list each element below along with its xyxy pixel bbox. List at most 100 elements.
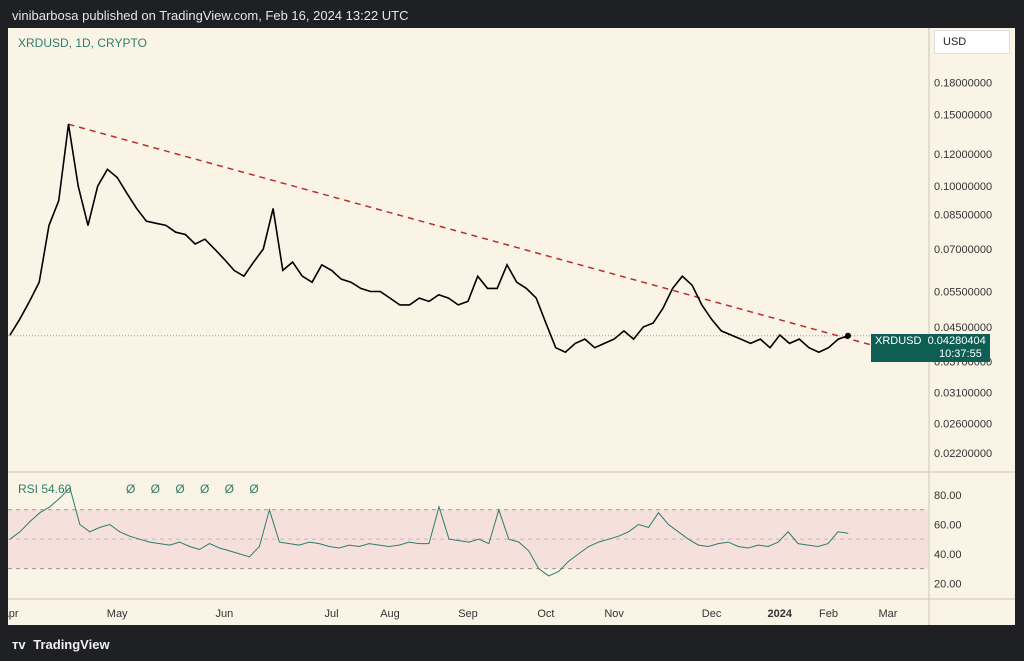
- price-point: [711, 318, 713, 320]
- rsi-point: [418, 543, 420, 544]
- rsi-point: [668, 524, 669, 525]
- price-point: [233, 269, 235, 271]
- price-point: [535, 297, 537, 299]
- rsi-point: [787, 531, 789, 533]
- rsi-point: [99, 527, 101, 528]
- price-tag-countdown: 10:37:55: [939, 348, 982, 360]
- price-axis-tick: 0.10000000: [934, 181, 992, 193]
- rsi-point: [89, 531, 91, 533]
- price-point: [740, 338, 742, 340]
- price-point: [691, 284, 693, 286]
- rsi-point: [378, 544, 380, 546]
- price-axis-tick: 0.18000000: [934, 77, 992, 89]
- price-point: [759, 338, 761, 340]
- rsi-point: [687, 538, 689, 540]
- rsi-point: [468, 541, 470, 543]
- price-point: [106, 168, 108, 170]
- price-point: [301, 275, 303, 277]
- price-point: [564, 351, 566, 353]
- price-point: [720, 330, 722, 332]
- price-point: [779, 334, 781, 336]
- price-axis-tick: 0.07000000: [934, 244, 992, 256]
- price-point: [438, 294, 440, 296]
- rsi-point: [9, 538, 11, 540]
- tradingview-logo-icon: ᴛᴠ: [12, 637, 26, 652]
- published-info: vinibarbosa published on TradingView.com…: [12, 8, 409, 23]
- time-axis-tick: Nov: [604, 608, 624, 620]
- time-axis-tick: May: [107, 608, 128, 620]
- rsi-point: [318, 543, 320, 544]
- price-point: [447, 297, 449, 299]
- price-point: [769, 347, 771, 349]
- rsi-point: [717, 543, 719, 544]
- price-point: [360, 287, 362, 289]
- chart-canvas[interactable]: 0.220000000.180000000.150000000.12000000…: [8, 28, 1015, 625]
- rsi-point: [767, 546, 769, 547]
- price-tag: XRDUSD 0.04280404 10:37:55: [871, 334, 990, 362]
- price-point: [623, 330, 625, 332]
- rsi-point: [139, 538, 141, 540]
- chart-panel[interactable]: 0.220000000.180000000.150000000.12000000…: [8, 28, 1015, 625]
- price-point: [126, 192, 128, 194]
- price-point: [496, 287, 498, 289]
- rsi-point: [328, 546, 330, 547]
- price-point: [603, 342, 605, 344]
- price-point: [808, 347, 810, 349]
- rsi-point: [268, 509, 270, 511]
- price-point: [798, 338, 800, 340]
- rsi-point: [578, 553, 580, 555]
- rsi-point: [827, 543, 829, 544]
- time-axis-tick: 2024: [768, 608, 793, 620]
- price-axis-tick: 0.05500000: [934, 287, 992, 299]
- price-point: [282, 269, 284, 271]
- time-axis-tick: Jul: [325, 608, 339, 620]
- rsi-point: [129, 535, 131, 537]
- time-axis-tick: Jun: [215, 608, 233, 620]
- rsi-axis-tick: 80.00: [934, 490, 962, 502]
- price-point: [194, 243, 196, 245]
- time-axis-tick: Feb: [819, 608, 838, 620]
- rsi-point: [458, 540, 460, 542]
- rsi-point: [249, 556, 250, 558]
- symbol-label[interactable]: XRDUSD, 1D, CRYPTO: [18, 36, 147, 50]
- rsi-label[interactable]: RSI 54.60: [18, 482, 72, 496]
- price-axis-tick: 0.08500000: [934, 210, 992, 222]
- footer: ᴛᴠ TradingView: [12, 637, 110, 652]
- price-point: [136, 208, 138, 210]
- rsi-point: [757, 544, 759, 546]
- rsi-point: [608, 538, 609, 540]
- price-point: [506, 264, 508, 266]
- price-point: [545, 322, 547, 324]
- rsi-point: [79, 524, 81, 525]
- rsi-point: [478, 538, 480, 540]
- price-point: [67, 123, 69, 125]
- currency-selector[interactable]: USD: [934, 30, 1010, 54]
- rsi-point: [199, 549, 200, 550]
- rsi-point: [428, 543, 430, 544]
- price-line: [9, 124, 849, 354]
- price-point: [389, 297, 391, 299]
- price-point: [594, 347, 596, 349]
- rsi-point: [209, 543, 210, 544]
- rsi-point: [179, 541, 180, 543]
- price-point: [223, 258, 225, 260]
- price-tag-symbol: XRDUSD: [875, 335, 922, 347]
- rsi-point: [298, 544, 300, 546]
- price-point: [19, 318, 21, 320]
- rsi-point: [638, 524, 639, 525]
- price-point: [77, 185, 79, 187]
- rsi-point: [508, 538, 510, 540]
- price-point: [214, 248, 216, 250]
- price-point: [730, 334, 732, 336]
- price-point: [184, 233, 186, 235]
- price-point: [584, 338, 586, 340]
- rsi-point: [229, 550, 230, 552]
- price-tag-price: 0.04280404: [927, 335, 986, 347]
- price-point: [613, 338, 615, 340]
- price-point: [38, 281, 40, 283]
- price-point: [486, 287, 488, 289]
- time-axis-tick: Mar: [879, 608, 898, 620]
- rsi-point: [29, 521, 31, 522]
- price-axis-tick: 0.12000000: [934, 149, 992, 161]
- last-price-dot: [845, 332, 851, 339]
